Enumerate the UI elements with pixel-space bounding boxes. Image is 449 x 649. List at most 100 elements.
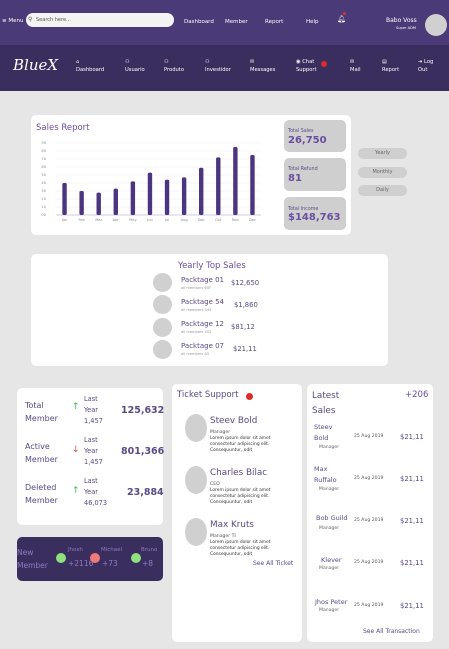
package-name: Packtage 01	[181, 276, 225, 284]
latest-sale-name-line: Bold	[314, 434, 329, 442]
new-member-value: +73	[102, 559, 118, 568]
latest-sale-role: Manager	[319, 445, 340, 450]
deleted-member-value: 23,884	[127, 487, 164, 498]
bar	[79, 191, 84, 215]
x-tick-label: Mar	[95, 218, 102, 222]
ticket-notification-dot	[246, 393, 253, 400]
see-all-transaction-link[interactable]: See All Transaction	[363, 628, 420, 635]
user-icon: ⚇	[164, 59, 169, 65]
latest-sale-date: 25 Aug 2019	[354, 603, 384, 608]
latest-sale-name-line: Klever	[321, 556, 342, 564]
arrow-down-icon: ↓	[72, 445, 80, 455]
x-tick-label: May	[129, 218, 137, 222]
latest-sale-role: Manager	[319, 608, 340, 613]
active-member-period: Last Year 1,457	[84, 435, 103, 468]
nav-dashboard-label: Dashboard	[76, 67, 105, 73]
chat-icon: ◉	[296, 59, 301, 65]
deleted-member-label-1: Deleted	[25, 483, 57, 492]
total-sales-value: 26,750	[288, 135, 327, 146]
nav-messages[interactable]: ✉ Messages	[250, 58, 275, 74]
package-name: Packtage 54	[181, 298, 225, 306]
sales-chart: 90 80 70 60 50 40 30 20 10 00 Jan Feb Mar Apr May Jun Ju…	[41, 141, 261, 222]
deleted-member-label: Deleted Member	[25, 481, 58, 507]
ticket-message-line: consectetur adipiscing elit.	[210, 442, 270, 447]
monthly-button[interactable]: Monthly	[358, 167, 407, 178]
period-line: Year	[84, 406, 98, 414]
bar	[199, 167, 204, 215]
see-all-ticket-link[interactable]: See All Ticket	[253, 560, 294, 567]
ticket-name: Charles Bilac	[210, 468, 268, 478]
logout-icon: ⇥	[418, 59, 423, 65]
y-tick-label: 80	[41, 149, 46, 153]
y-tick-label: 70	[41, 157, 46, 161]
new-member-name: Jhosh	[68, 547, 83, 553]
x-tick-label: Aug	[181, 218, 188, 222]
bar	[164, 179, 170, 215]
total-member-value: 125,632	[121, 405, 165, 416]
ticket-role: CEO	[210, 482, 220, 487]
bar	[147, 172, 153, 215]
top-sales-title: Yearly Top Sales	[178, 261, 246, 271]
top-nav-dashboard[interactable]: Dashboard	[184, 19, 214, 25]
y-tick-label: 00	[41, 213, 46, 217]
new-member-indicator	[131, 553, 141, 563]
nav-report-label: Report	[382, 67, 400, 73]
report-icon: ▤	[382, 59, 387, 65]
top-nav-help[interactable]: Help	[306, 19, 319, 25]
deleted-member-label-2: Member	[25, 496, 58, 505]
x-tick-label: Jan	[61, 218, 68, 222]
new-member-indicator	[56, 553, 66, 563]
logo[interactable]: BlueX	[13, 56, 59, 74]
nav-chat-support[interactable]: ◉ Chat Support	[296, 58, 324, 74]
latest-sales-title: Latest Sales	[312, 389, 339, 419]
search-input[interactable]: ⚲ Search here...	[26, 13, 174, 27]
total-member-label-2: Member	[25, 414, 58, 423]
nav-produto[interactable]: ⚇ Produto	[164, 58, 184, 74]
ticket-message-line: Lorem ipsum dolor sit amet	[210, 436, 271, 441]
y-tick-label: 10	[41, 205, 46, 209]
latest-sale-date: 25 Aug 2019	[354, 560, 384, 565]
new-member-label-2: Member	[17, 561, 48, 570]
latest-sale-name: Klever	[321, 555, 342, 566]
bar	[130, 181, 136, 215]
nav-mail-label: Mail	[350, 67, 361, 73]
avatar[interactable]	[425, 14, 447, 36]
daily-button[interactable]: Daily	[358, 185, 407, 196]
top-nav-member[interactable]: Member	[225, 19, 248, 25]
sales-report-title: Sales Report	[36, 123, 90, 133]
latest-sale-date: 25 Aug 2019	[354, 476, 384, 481]
x-tick-label: Sep	[198, 218, 205, 222]
nav-mail[interactable]: ✉ Mail	[350, 58, 361, 74]
arrow-up-icon: ↑	[72, 486, 80, 496]
total-member-period: Last Year 1,457	[84, 394, 103, 427]
yearly-button[interactable]: Yearly	[358, 148, 407, 159]
top-nav-report[interactable]: Report	[265, 19, 284, 25]
bar	[233, 147, 238, 215]
chat-notification-dot	[321, 61, 327, 67]
latest-sale-amount: $21,11	[400, 602, 424, 610]
new-member-name: Michael	[101, 547, 123, 553]
x-tick-label: Jun	[146, 218, 153, 222]
latest-sale-amount: $21,11	[400, 433, 424, 441]
search-icon: ⚲	[28, 16, 33, 23]
home-icon: ⌂	[76, 59, 80, 65]
bell-icon[interactable]: 🔔︎	[337, 15, 346, 23]
ticket-message: Lorem ipsum dolor sit amet consectetur a…	[210, 540, 280, 558]
package-thumbnail	[153, 318, 172, 337]
nav-usuario[interactable]: ⚇ Usuario	[125, 58, 145, 74]
total-refund-label: Total Refund	[288, 167, 318, 172]
period-value: 1,457	[84, 458, 103, 466]
total-member-label-1: Total	[25, 401, 44, 410]
package-price: $81,12	[231, 323, 255, 331]
nav-dashboard[interactable]: ⌂ Dashboard	[76, 58, 104, 74]
bar	[113, 188, 118, 215]
y-tick-label: 90	[41, 141, 46, 145]
nav-investidor[interactable]: ⚇ Investidor	[205, 58, 231, 74]
nav-report[interactable]: ▤ Report	[382, 58, 399, 74]
menu-button[interactable]: ≡ Menu	[2, 18, 24, 24]
ticket-message-line: Lorem ipsum dolor sit amet	[210, 540, 271, 545]
x-tick-label: Jul	[164, 218, 169, 222]
nav-logout[interactable]: ⇥ Log Out	[418, 58, 442, 74]
ticket-message: Lorem ipsum dolor sit amet consectetur a…	[210, 436, 280, 454]
bar	[250, 155, 255, 215]
